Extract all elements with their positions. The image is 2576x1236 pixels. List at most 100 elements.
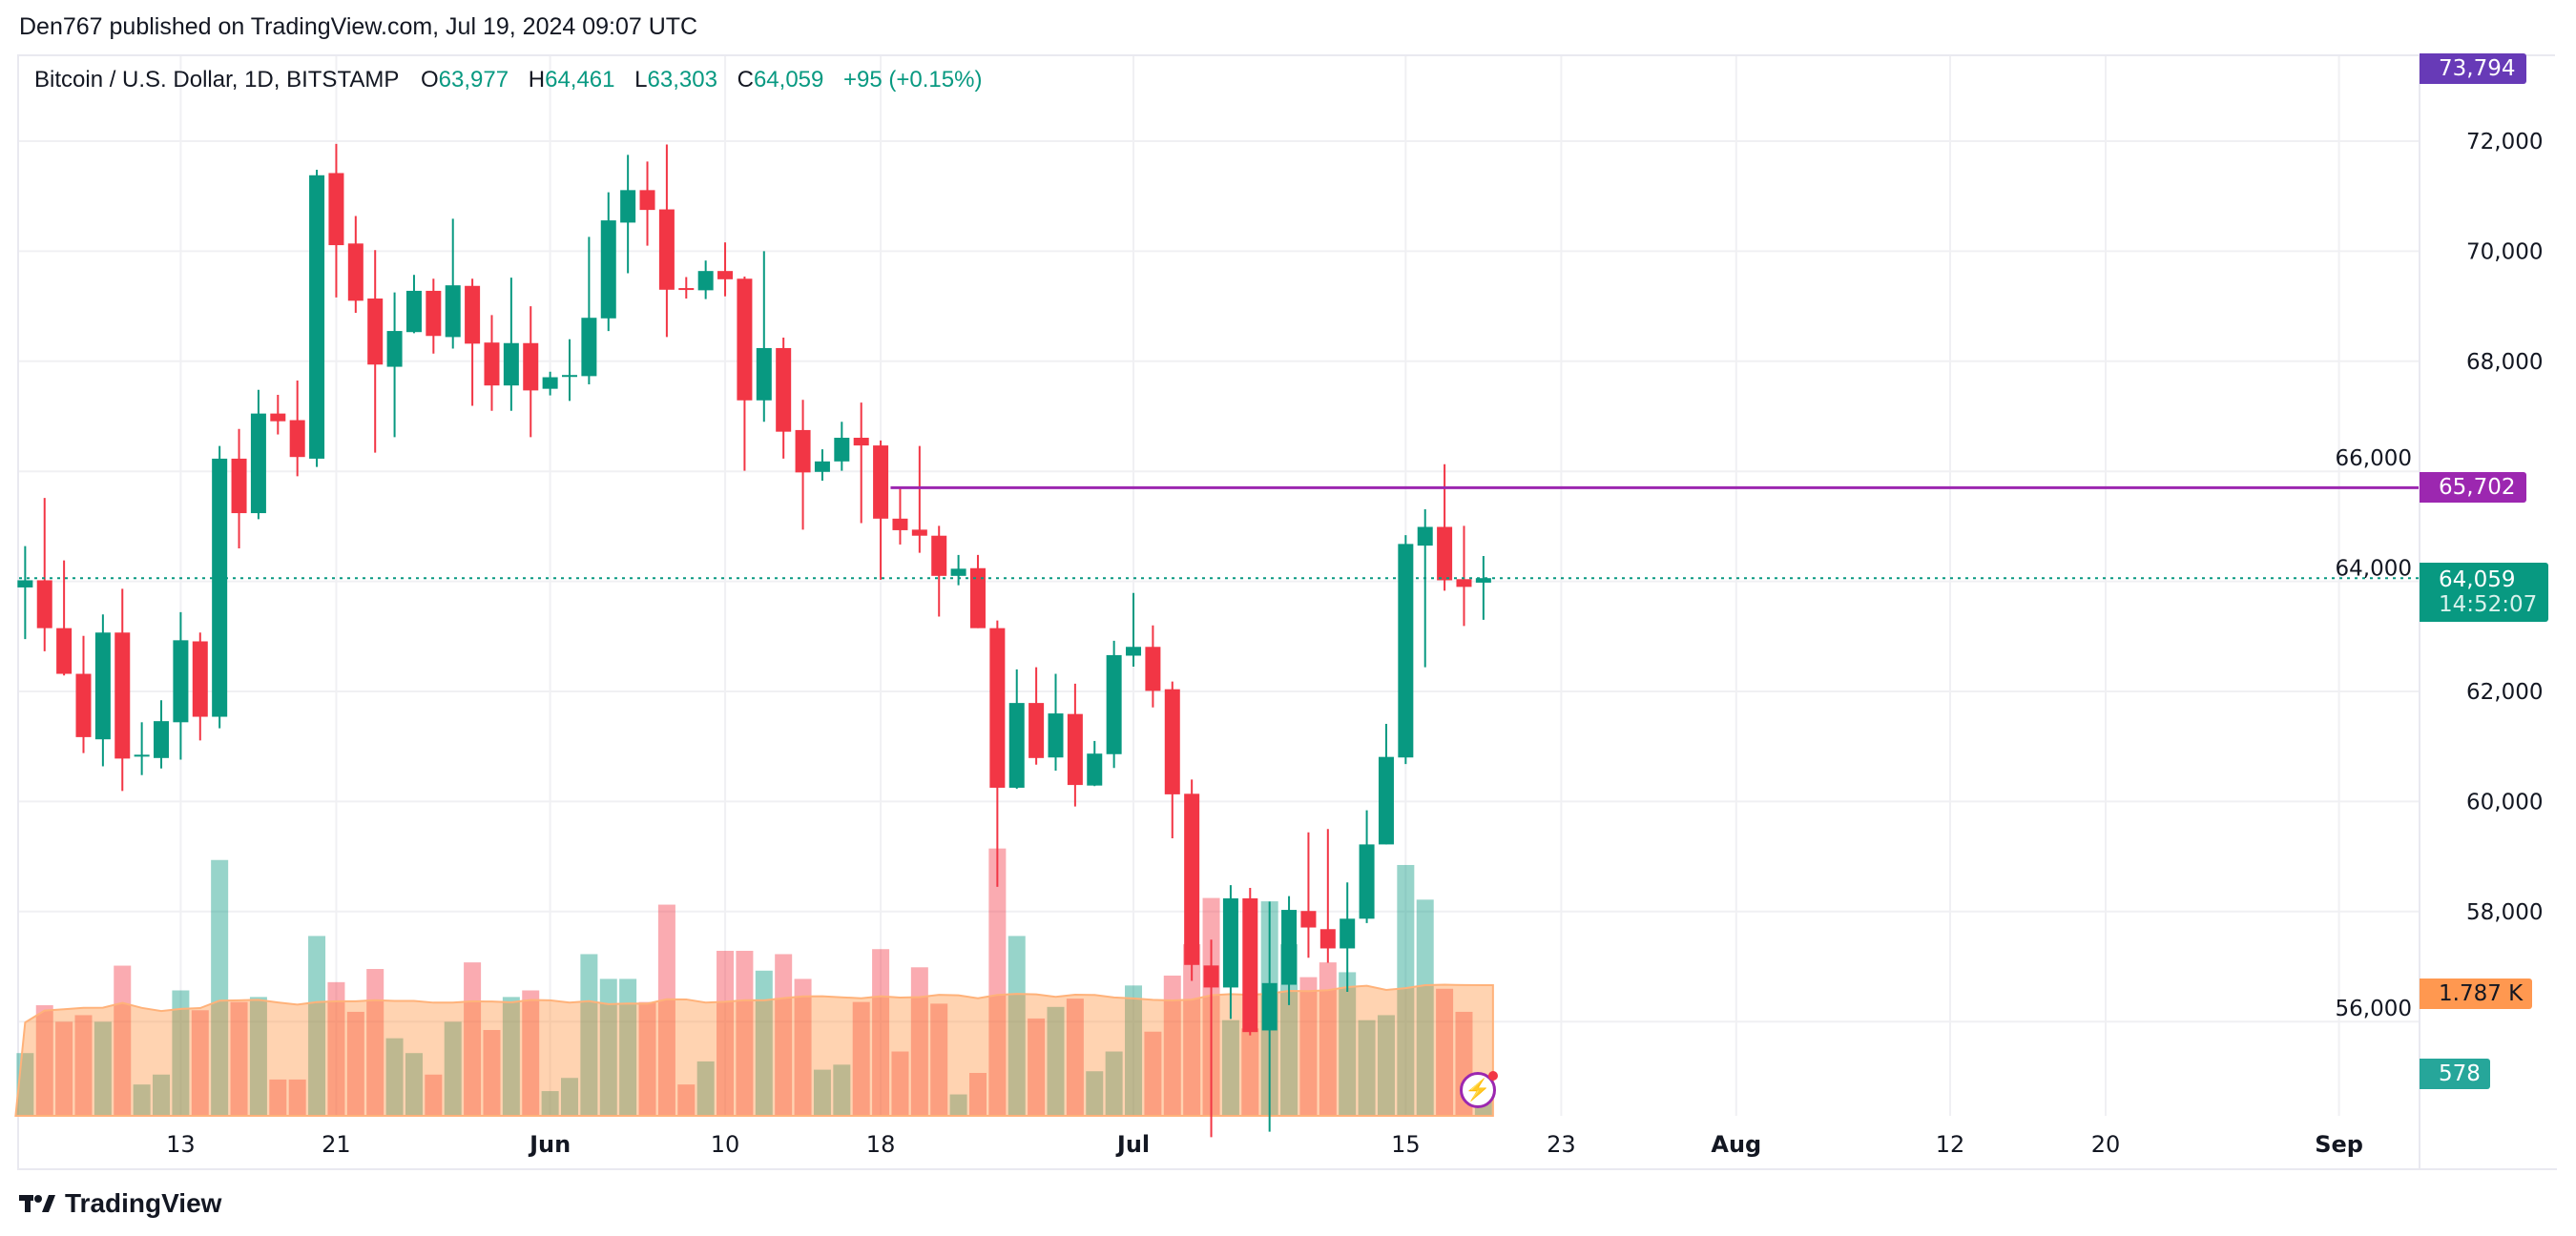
candle	[892, 486, 908, 545]
candle	[969, 554, 986, 628]
volume-bar	[1416, 899, 1434, 1116]
volume-bar	[1319, 962, 1337, 1116]
volume-bar	[910, 967, 928, 1116]
candle	[620, 154, 636, 274]
volume-bar	[230, 1001, 248, 1116]
candle-body	[134, 754, 150, 757]
volume-bar	[35, 1005, 53, 1116]
y-tick-label: 64,000	[2336, 557, 2412, 582]
volume-bar	[405, 1053, 423, 1116]
open-value: 63,977	[438, 67, 509, 93]
candle	[1319, 829, 1336, 963]
candle	[465, 278, 481, 406]
x-tick-label: Jul	[1115, 1131, 1150, 1158]
x-tick-label: 12	[1936, 1131, 1965, 1158]
volume-ma-label: 1.787 K	[2420, 978, 2532, 1009]
candle-body	[445, 285, 461, 338]
candle	[484, 315, 500, 411]
candle	[94, 614, 111, 767]
candle	[1164, 681, 1180, 839]
x-tick-label: 21	[322, 1131, 351, 1158]
volume-bar	[1377, 1015, 1395, 1116]
tradingview-brand[interactable]: TradingView	[65, 1188, 222, 1218]
volume-bar	[677, 1084, 696, 1116]
x-tick-label: 23	[1547, 1131, 1576, 1158]
volume-bar	[1339, 972, 1357, 1116]
close-label: C	[737, 67, 754, 93]
candle-body	[270, 413, 286, 422]
candle	[737, 276, 753, 471]
volume-bar	[444, 1021, 462, 1116]
candle-body	[328, 173, 344, 246]
volume-bar	[1008, 936, 1026, 1116]
y-tick-label: 60,000	[2466, 790, 2543, 814]
last-price: 64,059	[2439, 567, 2516, 592]
x-tick-label: 15	[1391, 1131, 1421, 1158]
candle	[1417, 509, 1433, 668]
candle-body	[776, 347, 792, 432]
candle-body	[1359, 844, 1375, 919]
symbol-title[interactable]: Bitcoin / U.S. Dollar, 1D, BITSTAMP	[34, 67, 400, 93]
candle	[523, 306, 539, 438]
candle-body	[1164, 689, 1180, 794]
candle-body	[386, 331, 403, 367]
volume-bar	[696, 1061, 715, 1116]
volume-bar	[968, 1072, 987, 1116]
candle-body	[1048, 713, 1064, 758]
candle-body	[795, 429, 811, 473]
candle	[678, 277, 695, 299]
candle-body	[950, 568, 966, 576]
high-label: H	[528, 67, 546, 93]
volume-bar	[1125, 985, 1143, 1116]
candle-body	[1184, 793, 1200, 965]
low-value: 63,303	[647, 67, 717, 93]
close-value: 64,059	[753, 67, 824, 93]
volume-bar	[988, 848, 1007, 1116]
candle	[405, 275, 422, 334]
candle-body	[1340, 918, 1356, 949]
volume-bar	[308, 936, 326, 1116]
axes: 56,000 58,000 60,000 62,000 64,000 66,000 68,0…	[19, 56, 2557, 1170]
volume-bar	[327, 981, 345, 1116]
candle	[1087, 740, 1103, 787]
candle-body	[1378, 756, 1394, 845]
candle-body	[1008, 703, 1025, 788]
candle	[1281, 896, 1298, 1005]
open-label: O	[421, 67, 439, 93]
candle	[134, 722, 150, 775]
volume-bar	[736, 950, 754, 1116]
candles	[17, 143, 1491, 1138]
volume-bar	[930, 1003, 948, 1116]
y-tick-label: 68,000	[2466, 350, 2543, 375]
candle	[1028, 667, 1045, 765]
volume-bar	[580, 954, 598, 1116]
volume-bar	[1047, 1006, 1065, 1116]
candle	[426, 278, 442, 354]
volume-bar	[1163, 975, 1181, 1116]
candle-body	[600, 220, 616, 319]
candle-body	[1242, 897, 1258, 1033]
candle	[756, 251, 772, 422]
last-volume-label: 578	[2420, 1059, 2490, 1089]
candle	[1340, 882, 1356, 993]
candle	[114, 588, 131, 792]
candle	[1106, 640, 1122, 769]
candle-body	[1126, 647, 1142, 656]
candle-body	[834, 438, 850, 462]
lightning-bolt-icon[interactable]: ⚡	[1460, 1071, 1498, 1108]
candle-body	[56, 628, 73, 674]
candle-body	[989, 628, 1006, 788]
volume-bar	[619, 978, 637, 1116]
candle-body	[620, 190, 636, 223]
candle	[75, 635, 92, 753]
y-tick-label: 70,000	[2466, 239, 2543, 264]
volume-bar	[1241, 1028, 1259, 1116]
volume-bar	[638, 1001, 656, 1116]
candle-body	[1067, 713, 1083, 786]
candle	[950, 554, 966, 586]
volume-bar	[599, 978, 617, 1116]
candle	[600, 192, 616, 332]
volume-ma-area	[14, 983, 1494, 1117]
candle-body	[697, 271, 714, 291]
